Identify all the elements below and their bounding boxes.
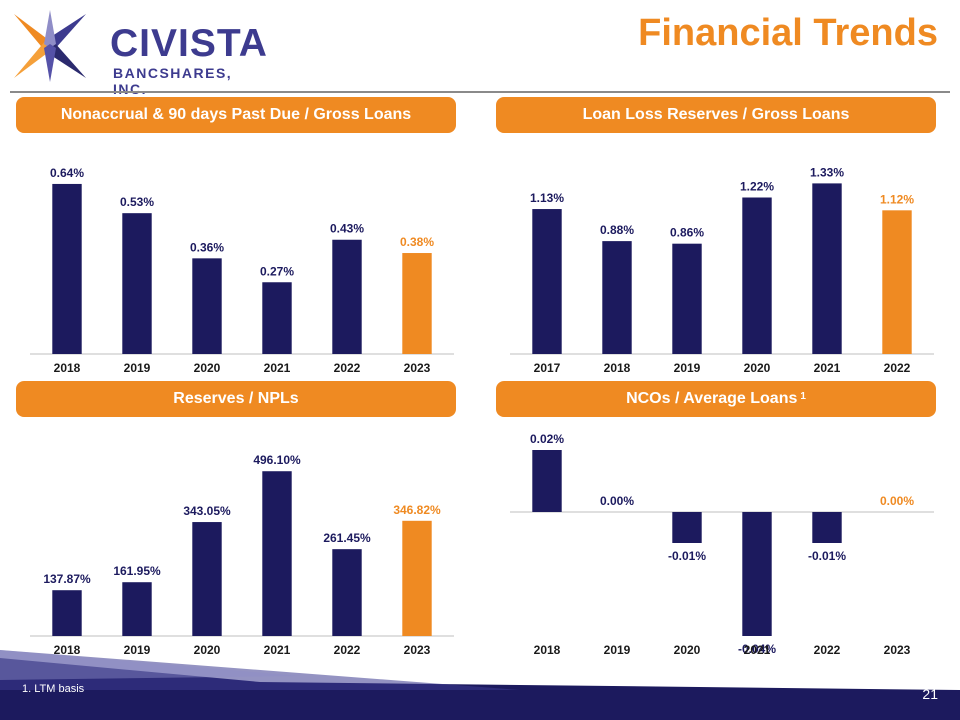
bar-2022 bbox=[332, 239, 362, 354]
data-label: 0.53% bbox=[120, 195, 154, 209]
bar-2018 bbox=[52, 183, 82, 354]
bar-2021 bbox=[812, 183, 842, 354]
bar-2023 bbox=[402, 253, 432, 354]
footnote-marker: 1 bbox=[800, 390, 806, 402]
chart-title-1: Nonaccrual & 90 days Past Due / Gross Lo… bbox=[60, 106, 412, 123]
logo-subtitle: BANCSHARES, INC. bbox=[113, 65, 233, 97]
data-label: -0.01% bbox=[808, 549, 846, 563]
data-label: 0.00% bbox=[880, 494, 914, 508]
tick-label: 2022 bbox=[334, 361, 361, 375]
chart-ncos-average-loans: 0.02% 2018 0.00% 2019 -0.01% 2020 -0.04%2021 -0… bbox=[510, 432, 934, 657]
data-label: 0.88% bbox=[600, 223, 634, 237]
data-label: 343.05% bbox=[183, 504, 231, 518]
data-label: 346.82% bbox=[393, 503, 441, 517]
bar-2022 bbox=[812, 512, 842, 543]
tick-label: 2020 bbox=[674, 643, 701, 657]
chart-title-band-3: Reserves / NPLs bbox=[16, 381, 456, 417]
data-label: 0.36% bbox=[190, 240, 224, 254]
tick-label: 2022 bbox=[884, 361, 911, 375]
bar-2017 bbox=[532, 209, 562, 354]
bar-2020 bbox=[192, 522, 222, 636]
data-label: 0.38% bbox=[400, 235, 434, 249]
data-label: 1.22% bbox=[740, 180, 774, 194]
bar-2020 bbox=[672, 512, 702, 543]
chart-title-4: NCOs / Average Loans bbox=[626, 390, 798, 407]
chart-title-band-1: Nonaccrual & 90 days Past Due / Gross Lo… bbox=[16, 97, 456, 133]
tick-label: 2019 bbox=[124, 643, 151, 657]
data-label: 496.10% bbox=[253, 453, 301, 467]
data-label: 161.95% bbox=[113, 564, 161, 578]
bar-2020 bbox=[742, 197, 772, 354]
bar-2020 bbox=[192, 258, 222, 354]
bar-2019 bbox=[122, 582, 152, 636]
bar-2021 bbox=[262, 471, 292, 636]
bar-2018 bbox=[602, 241, 632, 354]
tick-label: 2021 bbox=[264, 361, 291, 375]
tick-label: 2018 bbox=[604, 361, 631, 375]
bar-2022 bbox=[332, 549, 362, 636]
data-label: 0.27% bbox=[260, 264, 294, 278]
page-title: Financial Trends bbox=[638, 12, 938, 54]
tick-label: 2018 bbox=[534, 643, 561, 657]
tick-label: 2018 bbox=[54, 361, 81, 375]
chart-title-3: Reserves / NPLs bbox=[173, 390, 299, 407]
header-divider bbox=[10, 91, 950, 93]
tick-label: 2022 bbox=[334, 643, 361, 657]
data-label: 137.87% bbox=[43, 572, 91, 586]
data-label: 0.64% bbox=[50, 166, 84, 180]
tick-label: 2021 bbox=[744, 643, 771, 657]
data-label: 1.12% bbox=[880, 192, 914, 206]
bar-2018 bbox=[52, 590, 82, 636]
tick-label: 2021 bbox=[814, 361, 841, 375]
bar-2023 bbox=[402, 520, 432, 636]
tick-label: 2018 bbox=[54, 643, 81, 657]
bar-2018 bbox=[532, 450, 562, 512]
footnote: 1. LTM basis bbox=[22, 683, 85, 695]
tick-label: 2021 bbox=[264, 643, 291, 657]
chart-title-band-2: Loan Loss Reserves / Gross Loans bbox=[496, 97, 936, 133]
page-number: 21 bbox=[922, 686, 938, 702]
bar-2019 bbox=[122, 213, 152, 354]
data-label: 1.33% bbox=[810, 165, 844, 179]
tick-label: 2017 bbox=[534, 361, 561, 375]
logo-name: CIVISTA bbox=[110, 22, 268, 65]
tick-label: 2022 bbox=[814, 643, 841, 657]
tick-label: 2020 bbox=[194, 361, 221, 375]
data-label: -0.04% bbox=[738, 642, 776, 656]
data-label: 0.86% bbox=[670, 226, 704, 240]
footer-band bbox=[0, 650, 960, 720]
tick-label: 2019 bbox=[124, 361, 151, 375]
data-label: 0.00% bbox=[600, 494, 634, 508]
chart-title-band-4: NCOs / Average Loans 1 bbox=[496, 381, 936, 417]
bar-2019 bbox=[672, 243, 702, 354]
chart-title-2: Loan Loss Reserves / Gross Loans bbox=[582, 106, 850, 123]
tick-label: 2023 bbox=[884, 643, 911, 657]
data-label: 0.43% bbox=[330, 222, 364, 236]
bar-2021 bbox=[742, 512, 772, 636]
tick-label: 2019 bbox=[604, 643, 631, 657]
data-label: 1.13% bbox=[530, 191, 564, 205]
bar-2021 bbox=[262, 282, 292, 354]
tick-label: 2023 bbox=[404, 361, 431, 375]
chart-reserves-npls: 137.87% 2018 161.95% 2019 343.05% 2020 496.10%… bbox=[30, 453, 454, 657]
tick-label: 2019 bbox=[674, 361, 701, 375]
tick-label: 2020 bbox=[194, 643, 221, 657]
tick-label: 2023 bbox=[404, 643, 431, 657]
chart-loan-loss-reserves: 1.13% 2017 0.88% 2018 0.86% 2019 1.22% 2020 1.33… bbox=[510, 165, 934, 375]
star-logo-icon bbox=[14, 10, 86, 82]
civista-logo: CIVISTA BANCSHARES, INC. bbox=[10, 8, 267, 97]
data-label: 261.45% bbox=[323, 531, 371, 545]
data-label: 0.02% bbox=[530, 432, 564, 446]
chart-nonaccrual: 0.64% 2018 0.53% 2019 0.36% 2020 0.27% 2021 0.43… bbox=[30, 166, 454, 375]
data-label: -0.01% bbox=[668, 549, 706, 563]
bar-2022 bbox=[882, 210, 912, 354]
tick-label: 2020 bbox=[744, 361, 771, 375]
